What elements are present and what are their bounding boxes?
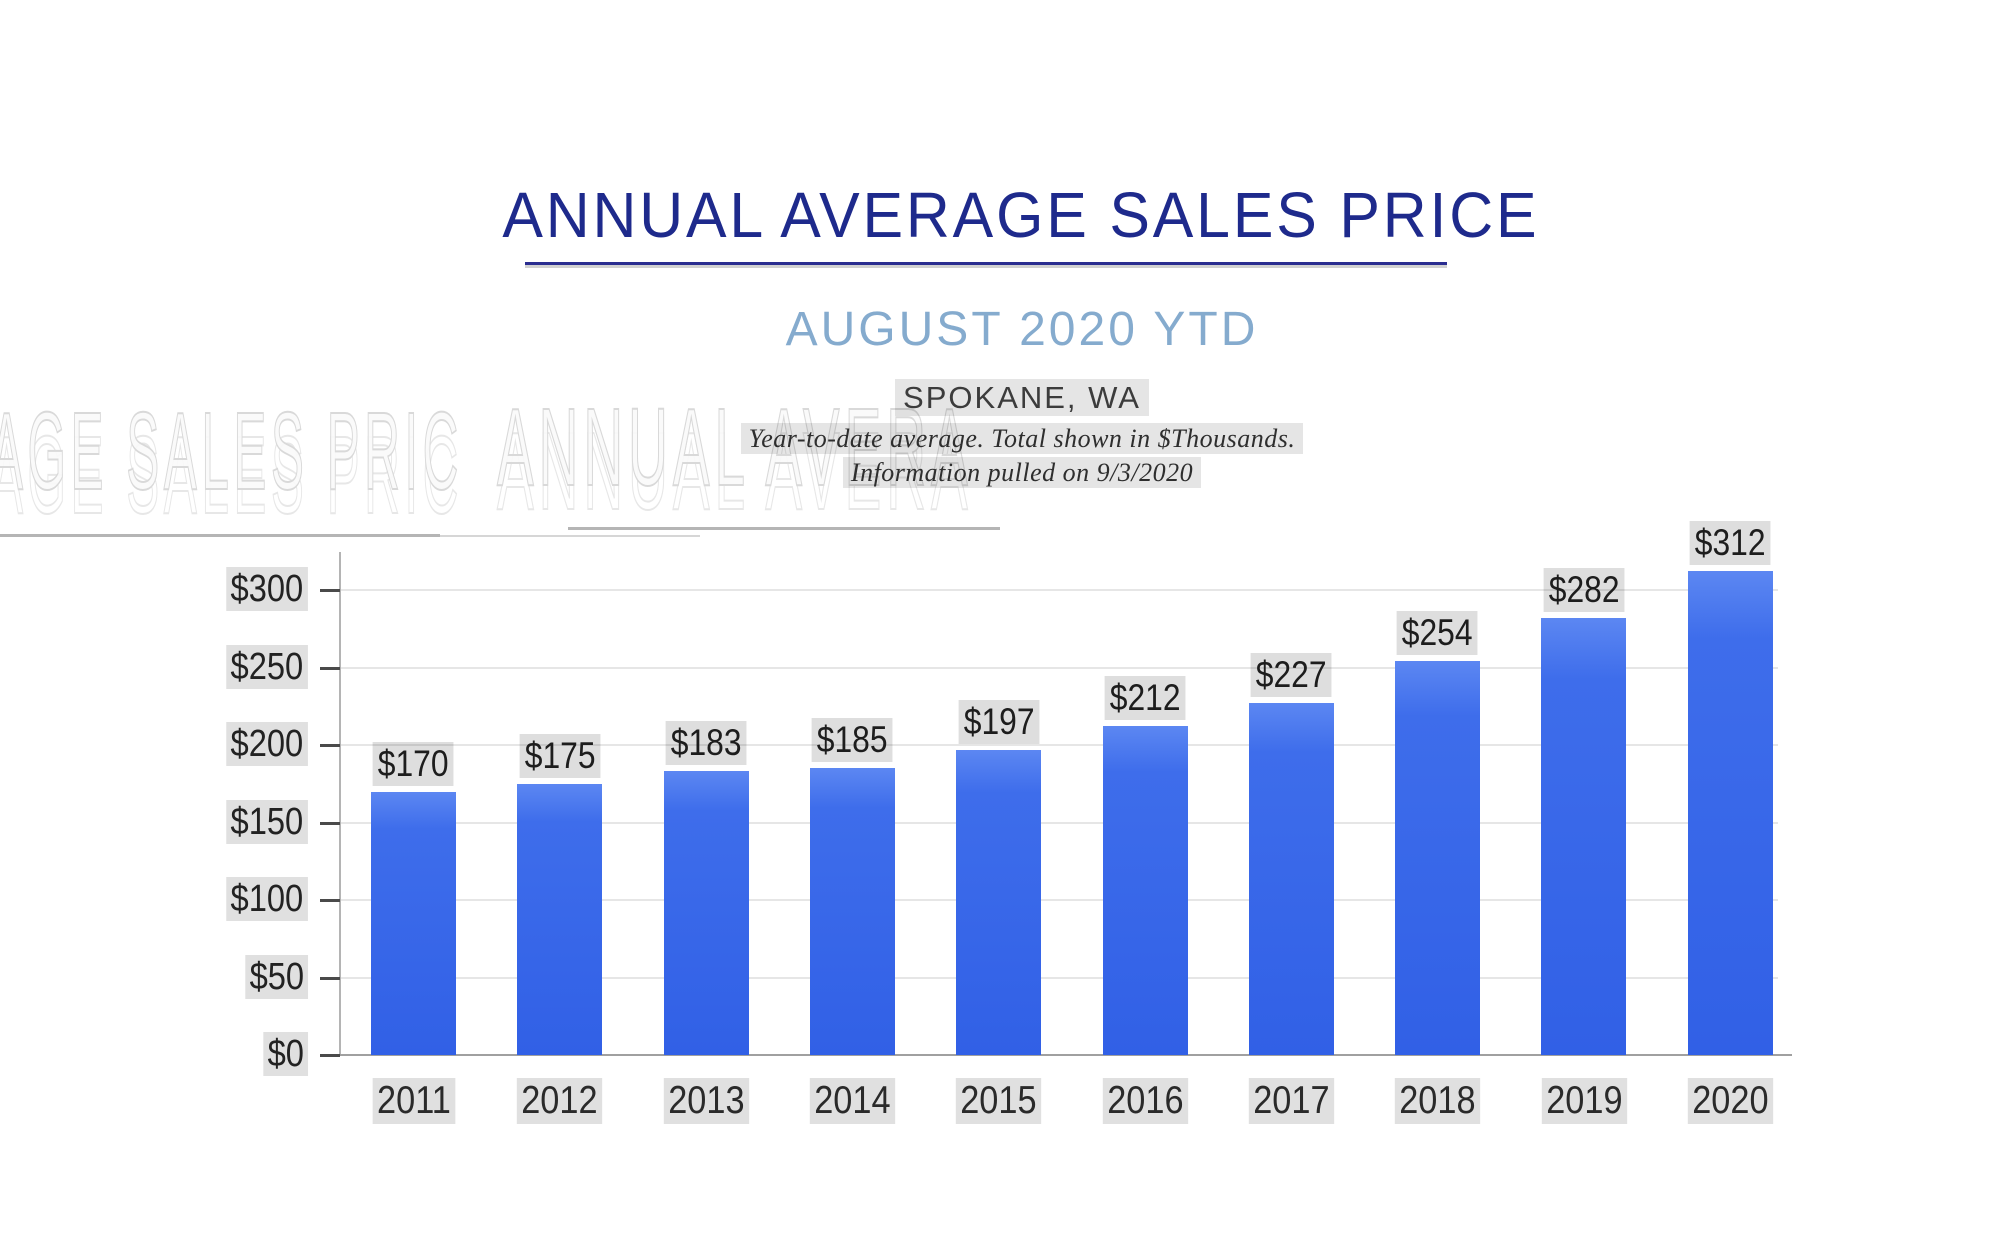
- gridline: [341, 666, 1778, 669]
- bar-2015: [956, 749, 1042, 1055]
- divider-line-center: [568, 527, 1000, 530]
- title-underline: [525, 262, 1447, 265]
- bar-value-label: $212: [1065, 676, 1225, 721]
- bar-value-label: $282: [1504, 567, 1664, 612]
- bar-value-label: $197: [919, 699, 1079, 744]
- bar-2012: [517, 783, 603, 1055]
- bar-2017: [1248, 703, 1334, 1055]
- bar-value-label: $175: [480, 733, 640, 778]
- y-tick-mark: [320, 589, 340, 592]
- divider-line-left-faint: [440, 535, 700, 537]
- gridline: [341, 744, 1778, 746]
- gridline: [341, 976, 1778, 979]
- x-tick-label: 2011: [334, 1078, 494, 1124]
- bar-2014: [809, 768, 895, 1055]
- bar-value-label: $170: [334, 741, 494, 786]
- gridline: [341, 589, 1778, 591]
- x-tick-label: 2012: [480, 1078, 640, 1124]
- y-tick-label: $250: [0, 644, 308, 689]
- bar-value-label: $312: [1650, 521, 1810, 566]
- divider-line-left: [0, 534, 440, 537]
- y-tick-label: $100: [0, 877, 308, 921]
- y-tick-mark: [320, 1054, 340, 1057]
- ghost-title-right: ANNUAL AVERA: [496, 385, 973, 510]
- note-line-1: Year-to-date average. Total shown in $Th…: [0, 423, 2000, 454]
- y-tick-label: $150: [0, 799, 308, 844]
- x-tick-label: 2018: [1358, 1078, 1518, 1124]
- y-axis-line: [339, 552, 341, 1055]
- x-tick-label: 2017: [1211, 1078, 1371, 1124]
- ghost-title-right-echo: ANNUAL AVERA: [496, 409, 973, 534]
- y-tick-mark: [320, 666, 340, 670]
- y-tick-label: $300: [0, 567, 308, 611]
- x-tick-label: 2016: [1065, 1078, 1225, 1124]
- y-tick-mark: [320, 821, 340, 825]
- bar-2019: [1541, 617, 1627, 1055]
- bar-value-label: $227: [1211, 653, 1371, 698]
- bar-2018: [1395, 661, 1481, 1055]
- note-line-2: Information pulled on 9/3/2020: [0, 457, 2000, 488]
- bar-2013: [663, 771, 749, 1055]
- x-tick-label: 2019: [1504, 1078, 1664, 1124]
- location-label: SPOKANE, WA: [0, 379, 2000, 416]
- page-subtitle: AUGUST 2020 YTD: [785, 303, 1259, 356]
- y-tick-label: $200: [0, 722, 308, 766]
- y-tick-mark: [320, 744, 340, 747]
- y-tick-label: $50: [0, 954, 308, 999]
- bar-value-label: $185: [772, 718, 932, 763]
- gridline: [341, 899, 1778, 901]
- x-tick-label: 2015: [919, 1078, 1079, 1124]
- x-axis-line: [326, 1054, 1792, 1056]
- ghost-title-left-echo: AGE SALES PRIC: [0, 413, 463, 538]
- gridline: [341, 821, 1778, 824]
- x-tick-label: 2014: [772, 1078, 932, 1124]
- bar-2011: [371, 791, 456, 1055]
- page-title: ANNUAL AVERAGE SALES PRICE: [502, 179, 1540, 251]
- ghost-title-left: AGE SALES PRIC: [0, 389, 463, 514]
- y-tick-mark: [320, 899, 340, 902]
- x-tick-label: 2020: [1650, 1078, 1810, 1124]
- bar-value-label: $183: [626, 721, 786, 766]
- y-tick-mark: [320, 976, 340, 980]
- y-tick-label: $0: [0, 1032, 308, 1076]
- bar-2020: [1687, 571, 1773, 1055]
- bar-2016: [1102, 726, 1188, 1055]
- x-tick-label: 2013: [626, 1078, 786, 1124]
- bar-value-label: $254: [1358, 611, 1518, 656]
